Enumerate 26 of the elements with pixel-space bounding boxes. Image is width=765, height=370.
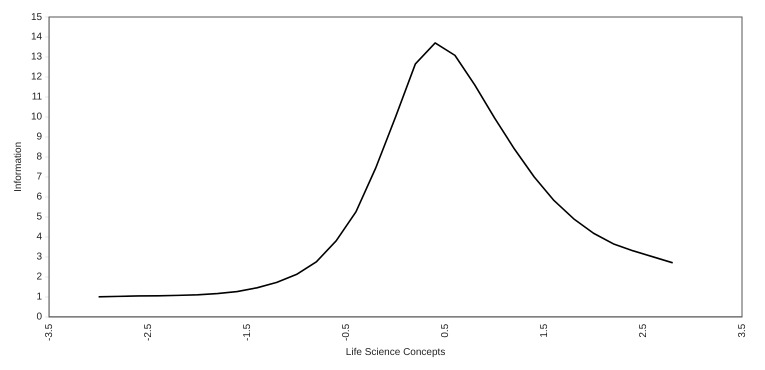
y-tick-label: 0 [36, 312, 43, 323]
x-tick-label: -0.5 [340, 323, 352, 342]
y-tick-label: 7 [36, 172, 43, 183]
y-tick-label: 4 [36, 232, 43, 243]
x-tick-label: 2.5 [638, 323, 649, 338]
y-tick-label: 12 [31, 72, 43, 83]
y-axis-title: Information [12, 142, 24, 192]
x-tick-label: -1.5 [242, 323, 253, 342]
y-tick-label: 15 [31, 12, 43, 23]
y-tick-label: 14 [31, 32, 43, 43]
x-tick-label: -3.5 [44, 323, 55, 342]
y-tick-label: 3 [36, 252, 43, 263]
y-tick-label: 11 [32, 92, 43, 103]
y-tick-label: 8 [36, 152, 43, 163]
y-tick-label: 9 [36, 132, 43, 143]
y-tick-label: 5 [36, 212, 43, 223]
x-tick-label: 1.5 [538, 323, 550, 338]
y-tick-label: 2 [36, 272, 43, 283]
x-tick-label: -2.5 [142, 323, 154, 342]
y-tick-label: 13 [31, 52, 43, 63]
x-tick-label: 0.5 [440, 323, 451, 338]
x-tick-label: 3.5 [736, 323, 748, 338]
y-tick-label: 10 [31, 112, 43, 123]
y-tick-label: 6 [36, 192, 43, 203]
y-tick-label: 1 [36, 292, 43, 303]
x-axis-title: Life Science Concepts [346, 346, 446, 358]
